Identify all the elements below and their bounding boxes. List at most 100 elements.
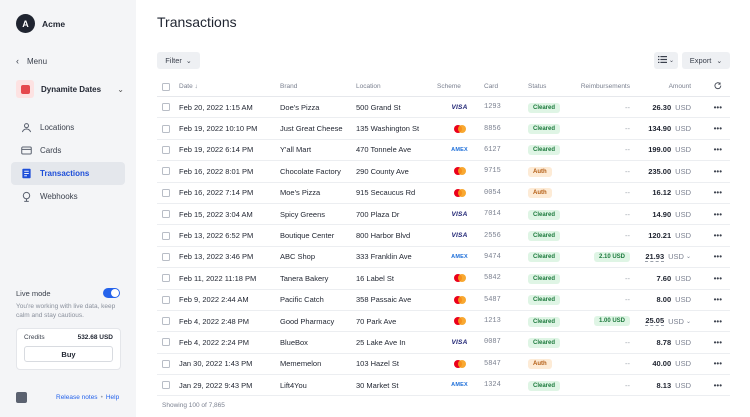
row-card-last4: 0054 bbox=[484, 188, 501, 197]
mastercard-logo-icon bbox=[453, 317, 466, 326]
more-actions-icon[interactable]: ••• bbox=[713, 124, 722, 134]
row-date: Feb 19, 2022 6:14 PM bbox=[179, 145, 254, 155]
reimbursement-badge: 2.10 USD bbox=[593, 251, 630, 262]
menu-back-link[interactable]: ‹ Menu bbox=[16, 56, 47, 66]
mastercard-logo-icon bbox=[453, 295, 466, 304]
sidebar-item-webhooks[interactable]: Webhooks bbox=[11, 185, 125, 208]
row-card-last4: 1324 bbox=[484, 381, 501, 390]
more-actions-icon[interactable]: ••• bbox=[713, 209, 722, 219]
footer-separator: • bbox=[100, 394, 103, 401]
buy-button[interactable]: Buy bbox=[24, 346, 113, 362]
more-actions-icon[interactable]: ••• bbox=[713, 252, 722, 262]
more-actions-icon[interactable]: ••• bbox=[713, 380, 722, 390]
help-link[interactable]: Help bbox=[105, 394, 120, 401]
status-badge: Cleared bbox=[528, 316, 561, 327]
chevron-down-icon[interactable]: ⌄ bbox=[685, 318, 691, 325]
sidebar-item-transactions[interactable]: Transactions bbox=[11, 162, 125, 185]
row-checkbox[interactable] bbox=[162, 210, 170, 219]
location-icon bbox=[20, 122, 32, 134]
row-amount[interactable]: 21.93 bbox=[645, 251, 665, 262]
reimbursement-badge: 1.00 USD bbox=[593, 316, 630, 327]
column-header-date[interactable]: Date ↓ bbox=[179, 83, 198, 90]
status-badge: Cleared bbox=[528, 337, 561, 348]
table-row[interactable]: Feb 16, 2022 8:01 PM Chocolate Factory 290… bbox=[157, 161, 730, 183]
mastercard-logo-icon bbox=[453, 167, 466, 176]
row-amount[interactable]: 25.05 bbox=[645, 316, 665, 327]
row-location: 470 Tonnele Ave bbox=[356, 145, 412, 155]
row-checkbox[interactable] bbox=[162, 295, 170, 304]
table-row[interactable]: Feb 15, 2022 3:04 AM Spicy Greens 700 Plaz… bbox=[157, 204, 730, 226]
credits-panel: Credits 532.68 USD Buy bbox=[16, 328, 121, 370]
refresh-icon[interactable] bbox=[714, 81, 722, 92]
more-actions-icon[interactable]: ••• bbox=[713, 337, 722, 347]
row-checkbox[interactable] bbox=[162, 103, 170, 112]
chevron-down-icon: ⌄ bbox=[716, 57, 723, 65]
more-actions-icon[interactable]: ••• bbox=[713, 295, 722, 305]
row-amount: 8.78 bbox=[656, 337, 672, 347]
row-checkbox[interactable] bbox=[162, 145, 170, 154]
table-row[interactable]: Jan 29, 2022 9:43 PM Lift4You 30 Market St… bbox=[157, 375, 730, 397]
row-checkbox[interactable] bbox=[162, 188, 170, 197]
visa-logo-icon: VISA bbox=[451, 210, 468, 218]
card-icon bbox=[20, 145, 32, 157]
row-currency: USD bbox=[675, 124, 691, 134]
row-currency: USD bbox=[668, 252, 684, 262]
export-button[interactable]: Export ⌄ bbox=[682, 52, 730, 69]
row-checkbox[interactable] bbox=[162, 252, 170, 261]
row-currency: USD bbox=[675, 295, 691, 305]
release-notes-link[interactable]: Release notes bbox=[56, 394, 98, 401]
more-actions-icon[interactable]: ••• bbox=[713, 102, 722, 112]
more-actions-icon[interactable]: ••• bbox=[713, 188, 722, 198]
table-row[interactable]: Feb 16, 2022 7:14 PM Moe's Pizza 915 Secau… bbox=[157, 183, 730, 204]
view-options-button[interactable]: ⌄ bbox=[654, 52, 678, 69]
table-row[interactable]: Feb 19, 2022 6:14 PM Y'all Mart 470 Tonnel… bbox=[157, 140, 730, 162]
sidebar-item-label: Transactions bbox=[40, 169, 90, 178]
more-actions-icon[interactable]: ••• bbox=[713, 316, 722, 326]
row-date: Feb 4, 2022 2:24 PM bbox=[179, 337, 250, 347]
table-row[interactable]: Feb 20, 2022 1:15 AM Doe's Pizza 500 Grand… bbox=[157, 97, 730, 119]
table-row[interactable]: Feb 11, 2022 11:18 PM Tanera Bakery 16 Lab… bbox=[157, 268, 730, 290]
more-actions-icon[interactable]: ••• bbox=[713, 166, 722, 176]
row-checkbox[interactable] bbox=[162, 274, 170, 283]
reimbursement-empty: -- bbox=[625, 166, 630, 176]
transactions-icon bbox=[20, 168, 32, 180]
table-row[interactable]: Feb 13, 2022 6:52 PM Boutique Center 800 H… bbox=[157, 225, 730, 247]
column-header-scheme: Scheme bbox=[437, 83, 461, 90]
select-all-checkbox[interactable] bbox=[162, 82, 170, 91]
row-card-last4: 9474 bbox=[484, 252, 501, 261]
row-location: 700 Plaza Dr bbox=[356, 209, 400, 219]
table-row[interactable]: Feb 9, 2022 2:44 AM Pacific Catch 358 Pass… bbox=[157, 290, 730, 311]
row-location: 16 Label St bbox=[356, 273, 394, 283]
table-row[interactable]: Jan 30, 2022 1:43 PM Mememelon 103 Hazel S… bbox=[157, 354, 730, 376]
table-row[interactable]: Feb 13, 2022 3:46 PM ABC Shop 333 Franklin… bbox=[157, 247, 730, 269]
row-checkbox[interactable] bbox=[162, 231, 170, 240]
row-checkbox[interactable] bbox=[162, 317, 170, 326]
table-row[interactable]: Feb 4, 2022 2:24 PM BlueBox 25 Lake Ave In… bbox=[157, 332, 730, 354]
filter-button[interactable]: Filter ⌄ bbox=[157, 52, 200, 69]
row-checkbox[interactable] bbox=[162, 167, 170, 176]
reimbursement-empty: -- bbox=[625, 380, 630, 390]
table-row[interactable]: Feb 4, 2022 2:48 PM Good Pharmacy 70 Park … bbox=[157, 311, 730, 333]
row-checkbox[interactable] bbox=[162, 359, 170, 368]
visa-logo-icon: VISA bbox=[451, 232, 468, 240]
table-row[interactable]: Feb 19, 2022 10:10 PM Just Great Cheese 13… bbox=[157, 118, 730, 140]
more-actions-icon[interactable]: ••• bbox=[713, 145, 722, 155]
amex-logo-icon: AMEX bbox=[451, 382, 468, 389]
sidebar-item-cards[interactable]: Cards bbox=[11, 139, 125, 162]
export-label: Export bbox=[689, 56, 712, 65]
status-badge: Cleared bbox=[528, 380, 561, 391]
sidebar-item-locations[interactable]: Locations bbox=[11, 116, 125, 139]
more-actions-icon[interactable]: ••• bbox=[713, 231, 722, 241]
account-switcher[interactable]: A Acme bbox=[16, 14, 65, 33]
status-badge: Cleared bbox=[528, 145, 561, 156]
row-card-last4: 5847 bbox=[484, 359, 501, 368]
brand-selector[interactable]: Dynamite Dates ⌄ bbox=[16, 80, 124, 98]
live-mode-toggle[interactable] bbox=[103, 288, 120, 298]
row-checkbox[interactable] bbox=[162, 338, 170, 347]
more-actions-icon[interactable]: ••• bbox=[713, 273, 722, 283]
more-actions-icon[interactable]: ••• bbox=[713, 359, 722, 369]
row-amount: 8.13 bbox=[656, 380, 672, 390]
row-checkbox[interactable] bbox=[162, 381, 170, 390]
row-checkbox[interactable] bbox=[162, 124, 170, 133]
chevron-down-icon[interactable]: ⌄ bbox=[685, 254, 691, 261]
